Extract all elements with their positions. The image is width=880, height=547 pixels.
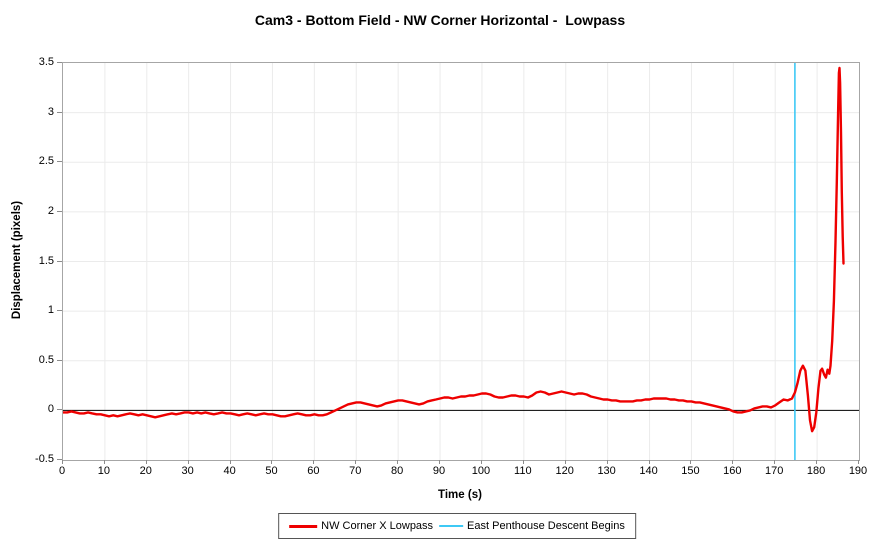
y-tick-mark <box>57 111 62 113</box>
y-tick-mark <box>57 359 62 361</box>
x-tick-mark <box>103 460 105 464</box>
plot-area <box>62 62 860 461</box>
x-tick-mark <box>606 460 608 464</box>
y-tick-mark <box>57 161 62 163</box>
chart-title: Cam3 - Bottom Field - NW Corner Horizont… <box>254 12 626 28</box>
x-tick-mark <box>648 460 650 464</box>
y-tick-label: 2 <box>47 204 54 217</box>
x-tick-label: 140 <box>639 465 658 477</box>
series-line-swatch-icon <box>289 524 318 528</box>
gridlines <box>63 63 859 460</box>
legend: NW Corner X Lowpass East Penthouse Desce… <box>278 513 636 539</box>
x-tick-label: 160 <box>723 465 742 477</box>
y-tick-label: 1 <box>47 304 54 317</box>
x-tick-label: 100 <box>471 465 491 477</box>
y-tick-label: 3.5 <box>38 56 54 68</box>
x-tick-label: 60 <box>307 465 320 477</box>
y-tick-mark <box>57 210 62 212</box>
y-tick-label: 3 <box>47 105 54 118</box>
x-tick-label: 0 <box>58 465 66 477</box>
legend-series-label: NW Corner X Lowpass <box>321 520 434 532</box>
lowpass-series-line <box>63 66 845 433</box>
x-tick-mark <box>858 460 859 464</box>
y-tick-label: 0 <box>47 403 54 416</box>
y-tick-label: 1.5 <box>38 254 54 267</box>
x-tick-mark <box>62 460 63 464</box>
chart-canvas <box>63 63 859 460</box>
x-tick-mark <box>522 460 524 464</box>
x-tick-mark <box>355 460 357 464</box>
x-tick-label: 170 <box>765 465 784 477</box>
event-line-swatch-icon <box>439 525 464 527</box>
x-tick-mark <box>313 460 315 464</box>
x-tick-mark <box>732 460 734 464</box>
x-tick-mark <box>271 460 273 464</box>
x-tick-mark <box>564 460 566 464</box>
x-tick-mark <box>439 460 441 464</box>
x-tick-mark <box>774 460 776 464</box>
legend-item-series: NW Corner X Lowpass <box>289 520 433 532</box>
x-tick-mark <box>816 460 818 464</box>
y-tick-mark <box>57 260 62 262</box>
y-tick-label: 2.5 <box>38 155 54 168</box>
y-tick-label: -0.5 <box>35 453 54 465</box>
x-tick-mark <box>397 460 399 464</box>
y-tick-mark <box>57 310 62 312</box>
x-tick-label: 130 <box>597 465 616 477</box>
y-tick-mark <box>57 409 62 411</box>
x-axis-title: Time (s) <box>438 489 482 501</box>
x-tick-label: 20 <box>139 465 152 477</box>
x-tick-mark <box>690 460 692 464</box>
x-tick-label: 30 <box>181 465 194 477</box>
y-axis-title: Displacement (pixels) <box>11 200 23 320</box>
x-tick-label: 120 <box>555 465 574 477</box>
x-tick-label: 150 <box>681 465 700 477</box>
x-tick-label: 190 <box>848 465 868 477</box>
x-tick-mark <box>480 460 482 464</box>
x-tick-label: 180 <box>806 465 826 477</box>
y-tick-mark <box>57 62 62 63</box>
x-tick-label: 10 <box>97 465 111 477</box>
legend-event-label: East Penthouse Descent Begins <box>467 520 625 532</box>
x-tick-label: 90 <box>432 465 446 477</box>
x-tick-mark <box>145 460 147 464</box>
x-tick-mark <box>187 460 189 464</box>
x-tick-label: 80 <box>391 465 404 477</box>
x-tick-label: 70 <box>349 465 362 477</box>
x-tick-label: 110 <box>514 465 532 477</box>
y-tick-label: 0.5 <box>38 353 54 366</box>
y-tick-mark <box>57 459 62 460</box>
x-tick-label: 40 <box>223 465 236 477</box>
legend-item-event: East Penthouse Descent Begins <box>439 520 625 532</box>
x-tick-label: 50 <box>265 465 278 477</box>
x-tick-mark <box>229 460 231 464</box>
